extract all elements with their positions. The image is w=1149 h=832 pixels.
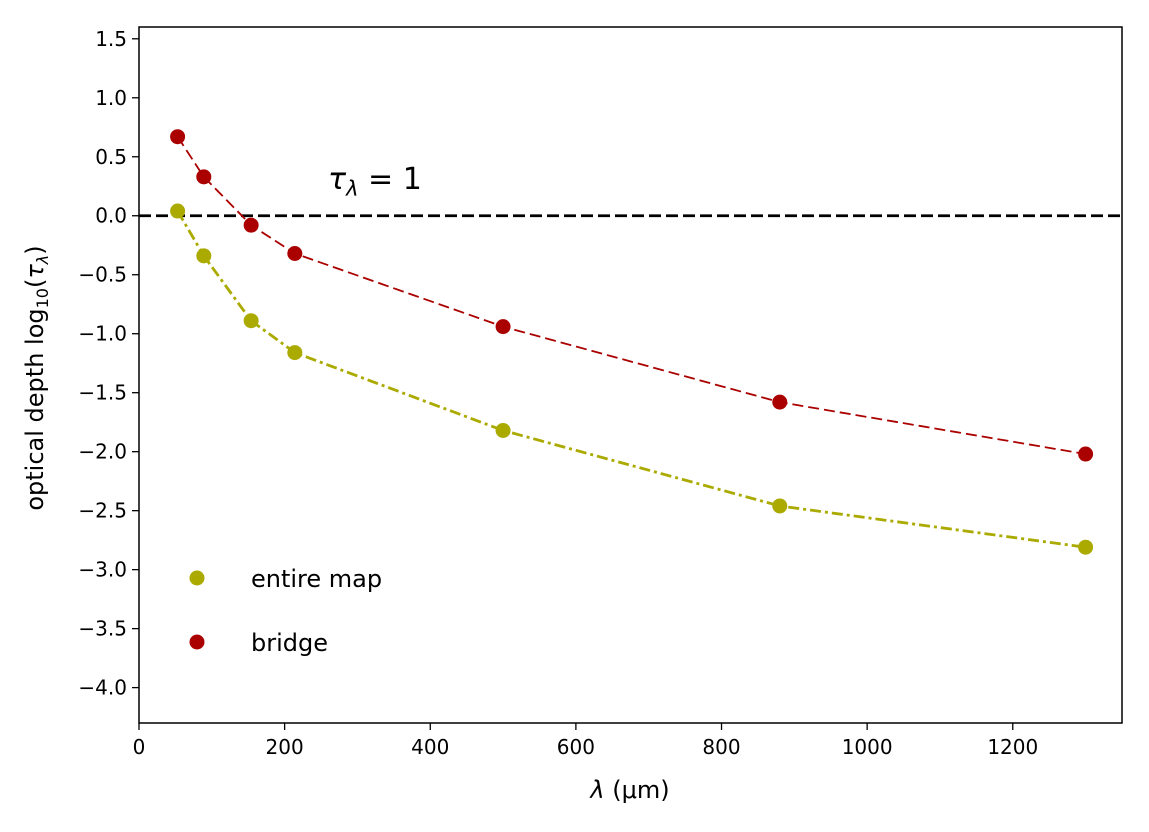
y-axis-title-subscript: 10 bbox=[33, 288, 52, 308]
x-tick-label: 1200 bbox=[987, 735, 1038, 759]
ticks-layer: 0 200 400 600 800 1000 1200 1.5 1.0 0.5 0.0 −0.5 −1.… bbox=[78, 27, 1038, 759]
legend-label-bridge: bridge bbox=[251, 629, 328, 657]
annotation-tau-subscript: λ bbox=[345, 177, 358, 201]
data-point-bridge bbox=[170, 129, 186, 145]
y-axis-title-text: optical depth log bbox=[21, 308, 49, 510]
y-tick-label: −2.5 bbox=[78, 499, 127, 523]
data-point-bridge bbox=[287, 245, 303, 261]
y-tick-label: 1.0 bbox=[95, 86, 127, 110]
legend-marker-entire-map bbox=[189, 570, 205, 586]
y-tick-label: 0.0 bbox=[95, 204, 127, 228]
data-point-entire-map bbox=[772, 498, 788, 514]
y-axis-title-paren: ( bbox=[21, 279, 49, 288]
x-tick-label: 200 bbox=[266, 735, 304, 759]
reference-line-annotation: τλ = 1 bbox=[328, 162, 422, 201]
x-axis-title-lambda: λ bbox=[588, 776, 604, 804]
data-point-bridge bbox=[196, 169, 212, 185]
x-tick-label: 400 bbox=[411, 735, 449, 759]
data-point-bridge bbox=[1078, 446, 1094, 462]
x-tick-label: 1000 bbox=[842, 735, 893, 759]
data-point-entire-map bbox=[287, 345, 303, 361]
y-tick-label: −1.5 bbox=[78, 381, 127, 405]
data-point-bridge bbox=[495, 319, 511, 335]
x-axis-title: λ (μm) bbox=[588, 776, 669, 804]
data-point-bridge bbox=[772, 394, 788, 410]
y-tick-label: −3.5 bbox=[78, 617, 127, 641]
y-tick-label: −3.0 bbox=[78, 558, 127, 582]
series-line-bridge bbox=[176, 136, 1086, 455]
x-axis-title-unit: (μm) bbox=[605, 776, 670, 804]
annotation-equals: = 1 bbox=[359, 162, 422, 197]
plot-area-frame bbox=[138, 26, 1123, 724]
data-point-bridge bbox=[243, 217, 259, 233]
data-point-entire-map bbox=[196, 248, 212, 264]
y-axis-title-tau: τ bbox=[21, 264, 49, 279]
x-tick-label: 800 bbox=[702, 735, 740, 759]
y-axis-title-close: ) bbox=[21, 245, 49, 254]
y-tick-label: −1.0 bbox=[78, 322, 127, 346]
annotation-tau: τ bbox=[328, 162, 347, 197]
legend-marker-bridge bbox=[189, 634, 205, 650]
y-tick-label: −2.0 bbox=[78, 440, 127, 464]
legend: entire map bridge bbox=[189, 565, 382, 657]
y-tick-label: 1.5 bbox=[95, 27, 127, 51]
y-tick-label: 0.5 bbox=[95, 145, 127, 169]
data-point-entire-map bbox=[170, 203, 186, 219]
plot-layer bbox=[139, 129, 1122, 555]
x-tick-label: 0 bbox=[133, 735, 146, 759]
y-axis-title-tau-subscript: λ bbox=[33, 255, 52, 265]
legend-label-entire-map: entire map bbox=[251, 565, 382, 593]
y-tick-label: −0.5 bbox=[78, 263, 127, 287]
y-axis-title: optical depth log10(τλ) bbox=[21, 245, 52, 510]
series-line-entire-map bbox=[176, 210, 1086, 549]
data-point-entire-map bbox=[495, 422, 511, 438]
data-point-entire-map bbox=[1078, 539, 1094, 555]
data-point-entire-map bbox=[243, 313, 259, 329]
y-tick-label: −4.0 bbox=[78, 676, 127, 700]
x-tick-label: 600 bbox=[557, 735, 595, 759]
